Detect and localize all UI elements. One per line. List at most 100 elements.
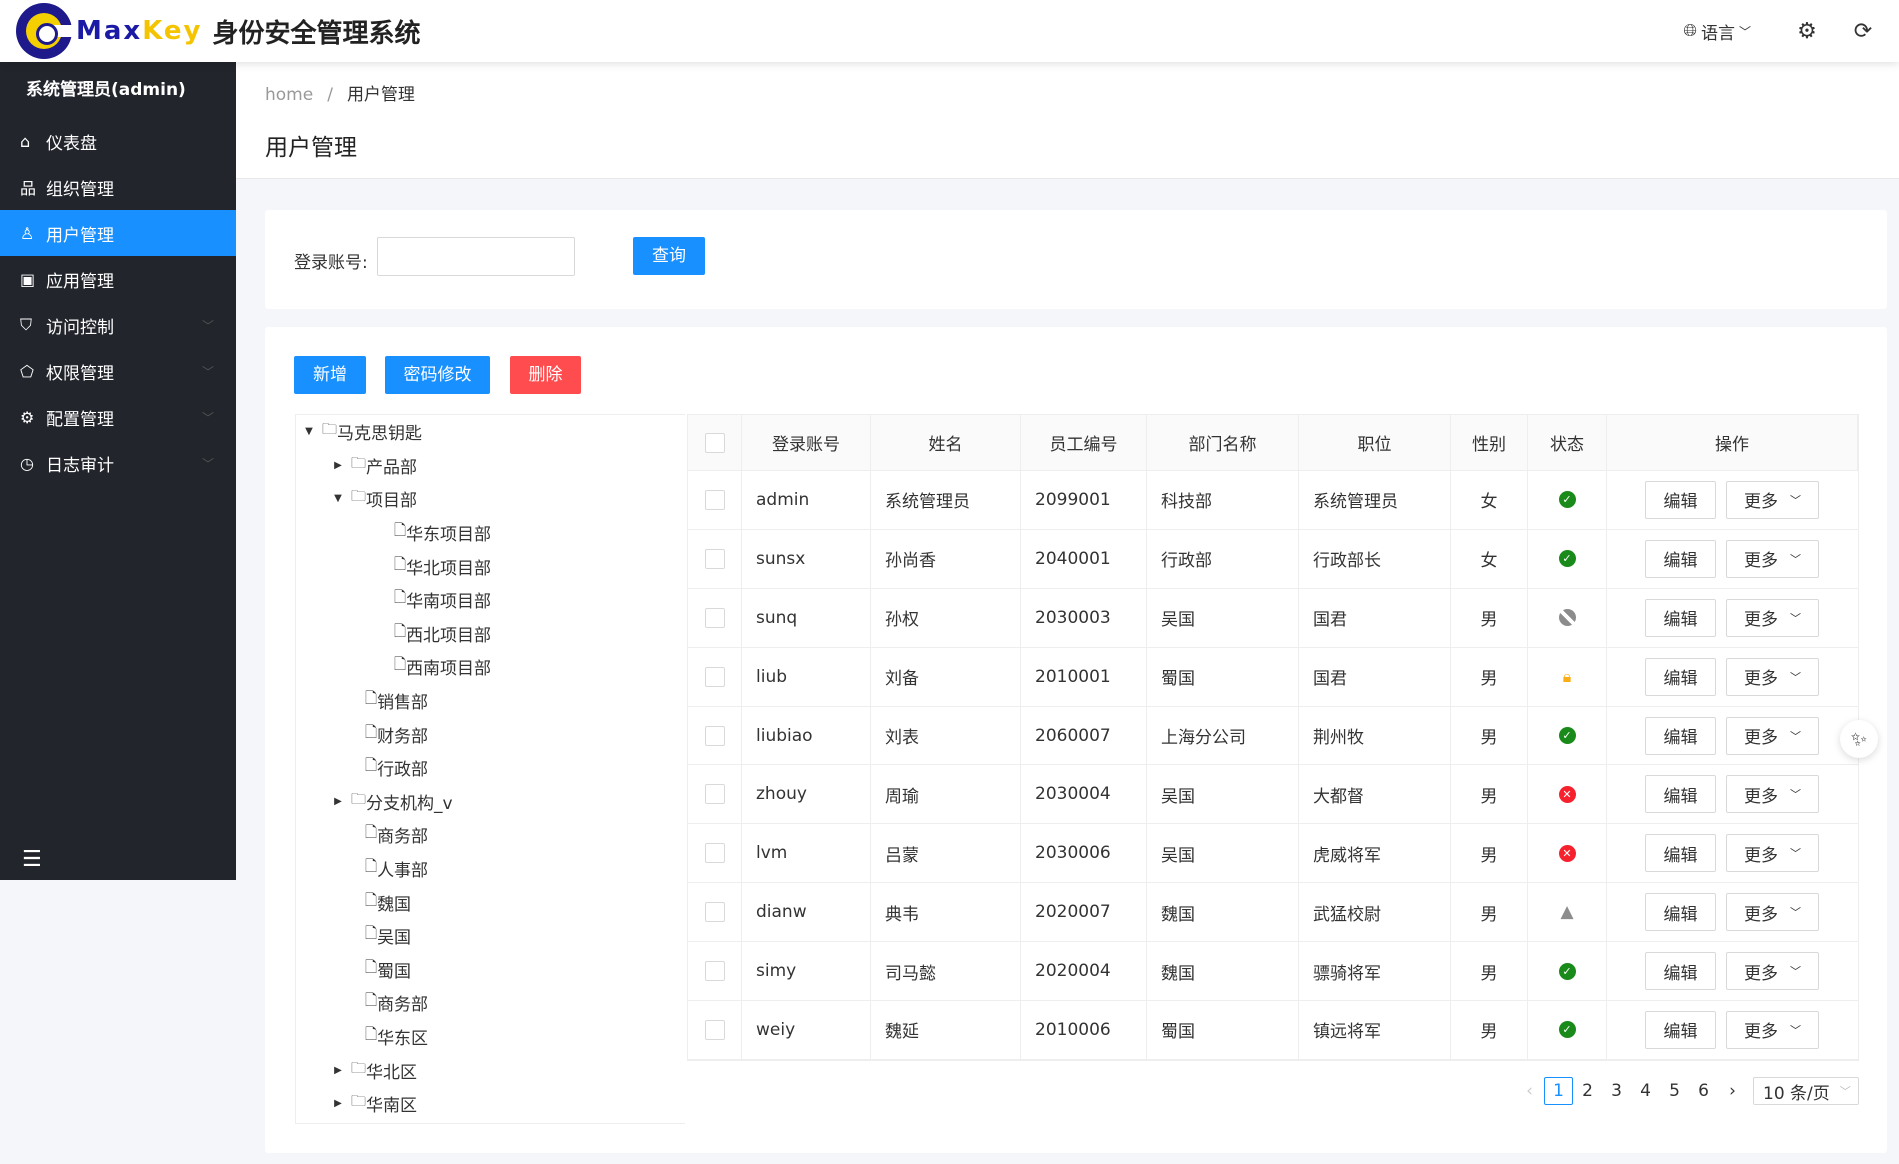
more-dropdown-button[interactable]: 更多 ﹀ (1726, 598, 1819, 637)
tree-node[interactable]: ▶ 🗀︎ 华南区 (296, 1087, 685, 1121)
language-dropdown[interactable]: 🌐︎ 语言 ﹀ (1683, 19, 1751, 44)
row-checkbox[interactable] (704, 666, 725, 687)
caret-right-icon[interactable]: ▶ (334, 459, 342, 471)
tree-node[interactable]: 🗋︎ 吴国 (296, 919, 685, 953)
more-dropdown-button[interactable]: 更多 ﹀ (1726, 893, 1819, 932)
change-password-button[interactable]: 密码修改 (385, 356, 490, 394)
tree-node[interactable]: 🗋︎ 魏国 (296, 885, 685, 919)
cell-username: sunq (742, 588, 871, 647)
cell-username: zhouy (742, 765, 871, 824)
edit-button[interactable]: 编辑 (1645, 598, 1716, 637)
row-checkbox-cell (688, 765, 742, 824)
more-dropdown-button[interactable]: 更多 ﹀ (1726, 539, 1819, 578)
page-5[interactable]: 5 (1669, 1081, 1680, 1101)
edit-button[interactable]: 编辑 (1645, 775, 1716, 814)
page-size-select[interactable]: 10 条/页 ﹀ (1753, 1077, 1859, 1105)
sidebar-item-5[interactable]: ⬠ 权限管理 ﹀ (0, 348, 236, 394)
row-checkbox[interactable] (704, 548, 725, 569)
tree-node[interactable]: 🗋︎ 蜀国 (296, 953, 685, 987)
edit-button[interactable]: 编辑 (1645, 716, 1716, 755)
caret-down-icon[interactable]: ▼ (334, 493, 342, 505)
page-6[interactable]: 6 (1698, 1081, 1709, 1101)
tree-node[interactable]: 🗋︎ 行政部 (296, 751, 685, 785)
tree-node[interactable]: ▼ 🗀︎ 马克思钥匙 (296, 415, 685, 449)
breadcrumb-home[interactable]: home (265, 85, 314, 105)
sidebar-item-4[interactable]: ⛉ 访问控制 ﹀ (0, 302, 236, 348)
tree-node[interactable]: 🗋︎ 华东区 (296, 1020, 685, 1054)
tree-node[interactable]: ▶ 🗀︎ 华北区 (296, 1053, 685, 1087)
tree-node[interactable]: ▶ 🗀︎ 分支机构_v (296, 785, 685, 819)
username-search-input[interactable] (377, 237, 575, 276)
row-checkbox[interactable] (704, 1019, 725, 1040)
edit-button[interactable]: 编辑 (1645, 539, 1716, 578)
name-value: 孙尚香 (885, 551, 936, 572)
file-icon: 🗋︎ (394, 588, 407, 607)
prev-page-icon[interactable]: ‹ (1526, 1081, 1533, 1101)
row-checkbox[interactable] (704, 902, 725, 923)
tree-node[interactable]: 🗋︎ 商务部 (296, 818, 685, 852)
edit-button[interactable]: 编辑 (1645, 1010, 1716, 1049)
sidebar-item-3[interactable]: ▣ 应用管理 (0, 256, 236, 302)
caret-right-icon[interactable]: ▶ (334, 1064, 342, 1076)
more-dropdown-button[interactable]: 更多 ﹀ (1726, 952, 1819, 991)
row-checkbox[interactable] (704, 607, 725, 628)
tree-node-label: 马克思钥匙 (337, 424, 423, 445)
row-checkbox[interactable] (704, 725, 725, 746)
edit-button[interactable]: 编辑 (1645, 893, 1716, 932)
more-dropdown-button[interactable]: 更多 ﹀ (1726, 657, 1819, 696)
tree-node[interactable]: 🗋︎ 人事部 (296, 852, 685, 886)
row-checkbox[interactable] (704, 961, 725, 982)
add-user-button[interactable]: 新增 (294, 356, 366, 394)
more-dropdown-button[interactable]: 更多 ﹀ (1726, 480, 1819, 519)
magic-wand-icon[interactable]: ✨︎ (1840, 720, 1878, 758)
tree-node[interactable]: 🗋︎ 华北项目部 (296, 549, 685, 583)
edit-button[interactable]: 编辑 (1645, 952, 1716, 991)
caret-down-icon[interactable]: ▼ (305, 426, 313, 438)
sidebar-item-0[interactable]: ⌂ 仪表盘 (0, 118, 236, 164)
select-all-checkbox[interactable] (704, 432, 725, 453)
tree-node[interactable]: 🗋︎ 华南项目部 (296, 583, 685, 617)
cell-status: ✓ (1528, 529, 1607, 588)
tree-node[interactable]: 🗋︎ 西南项目部 (296, 650, 685, 684)
cell-name: 孙权 (871, 588, 1021, 647)
next-page-icon[interactable]: › (1729, 1081, 1736, 1101)
cell-username: weiy (742, 1001, 871, 1059)
menu-collapse-icon[interactable]: ☰ (22, 847, 42, 872)
row-checkbox[interactable] (704, 489, 725, 510)
page-2[interactable]: 2 (1582, 1081, 1593, 1101)
caret-right-icon[interactable]: ▶ (334, 1098, 342, 1110)
delete-button[interactable]: 删除 (510, 356, 581, 394)
page-4[interactable]: 4 (1640, 1081, 1651, 1101)
query-button[interactable]: 查询 (633, 237, 705, 275)
tree-node[interactable]: 🗋︎ 华东项目部 (296, 516, 685, 550)
setting-icon[interactable]: ⚙ (1797, 18, 1817, 44)
edit-button[interactable]: 编辑 (1645, 657, 1716, 696)
row-checkbox-cell (688, 942, 742, 1001)
tree-node[interactable]: 🗋︎ 商务部 (296, 986, 685, 1020)
sidebar-item-1[interactable]: 品组织管理 (0, 164, 236, 210)
more-dropdown-button[interactable]: 更多 ﹀ (1726, 716, 1819, 755)
row-checkbox[interactable] (704, 784, 725, 805)
tree-node[interactable]: ▼ 🗀︎ 项目部 (296, 482, 685, 516)
more-dropdown-button[interactable]: 更多 ﹀ (1726, 775, 1819, 814)
page-3[interactable]: 3 (1611, 1081, 1622, 1101)
tree-node[interactable]: 🗋︎ 销售部 (296, 684, 685, 718)
cell-status: ✓ (1528, 942, 1607, 1001)
more-dropdown-button[interactable]: 更多 ﹀ (1726, 1010, 1819, 1049)
caret-right-icon[interactable]: ▶ (334, 795, 342, 807)
sidebar-item-2[interactable]: ♙ 用户管理 (0, 210, 236, 256)
sidebar-item-7[interactable]: ◷ 日志审计 ﹀ (0, 440, 236, 486)
cell-username: lvm (742, 824, 871, 883)
tree-node[interactable]: 🗋︎ 财务部 (296, 717, 685, 751)
tree-node[interactable]: 🗋︎ 西北项目部 (296, 617, 685, 651)
row-checkbox[interactable] (704, 843, 725, 864)
sidebar-item-6[interactable]: ⚙ 配置管理 ﹀ (0, 394, 236, 440)
table-row: dianw 典韦 2020007 魏国 武猛校尉 男 ▲ 编辑 更多 ﹀ (688, 883, 1858, 943)
cell-dept: 科技部 (1147, 471, 1299, 529)
page-1[interactable]: 1 (1544, 1077, 1573, 1105)
logout-icon[interactable]: ⟳ (1853, 18, 1873, 44)
tree-node[interactable]: ▶ 🗀︎ 产品部 (296, 449, 685, 483)
edit-button[interactable]: 编辑 (1645, 834, 1716, 873)
more-dropdown-button[interactable]: 更多 ﹀ (1726, 834, 1819, 873)
edit-button[interactable]: 编辑 (1645, 480, 1716, 519)
